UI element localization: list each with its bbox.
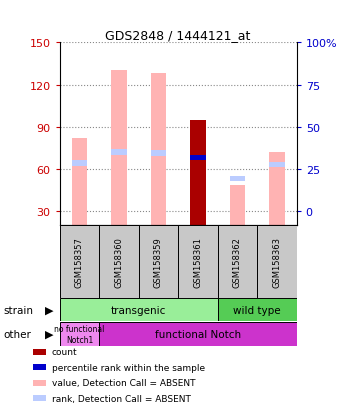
Text: GSM158361: GSM158361 xyxy=(193,237,203,287)
Bar xyxy=(60,226,99,298)
Text: GSM158359: GSM158359 xyxy=(154,237,163,287)
Text: strain: strain xyxy=(3,305,33,315)
Text: GSM158360: GSM158360 xyxy=(115,237,123,287)
Text: no functional
Notch1: no functional Notch1 xyxy=(54,324,105,344)
Bar xyxy=(111,71,127,225)
Bar xyxy=(72,138,87,225)
Bar xyxy=(150,74,166,225)
Bar xyxy=(178,226,218,298)
Text: wild type: wild type xyxy=(233,305,281,315)
Text: rank, Detection Call = ABSENT: rank, Detection Call = ABSENT xyxy=(52,394,191,403)
Text: other: other xyxy=(3,329,31,339)
Bar xyxy=(229,176,245,182)
Bar xyxy=(60,299,218,321)
Bar xyxy=(269,152,285,225)
Bar xyxy=(139,226,178,298)
Bar xyxy=(33,380,46,386)
Text: GSM158357: GSM158357 xyxy=(75,237,84,287)
Bar xyxy=(33,395,46,401)
Bar xyxy=(229,186,245,225)
Bar xyxy=(33,349,46,355)
Text: count: count xyxy=(52,348,77,356)
Bar xyxy=(99,226,139,298)
Title: GDS2848 / 1444121_at: GDS2848 / 1444121_at xyxy=(105,29,251,42)
Bar xyxy=(33,364,46,370)
Bar xyxy=(257,226,297,298)
Bar xyxy=(72,161,87,166)
Text: GSM158363: GSM158363 xyxy=(272,237,281,287)
Text: ▶: ▶ xyxy=(45,329,54,339)
Text: ▶: ▶ xyxy=(45,305,54,315)
Text: percentile rank within the sample: percentile rank within the sample xyxy=(52,363,205,372)
Bar xyxy=(218,226,257,298)
Bar xyxy=(190,120,206,225)
Text: value, Detection Call = ABSENT: value, Detection Call = ABSENT xyxy=(52,378,195,387)
Bar xyxy=(60,322,99,346)
Bar xyxy=(99,322,297,346)
Bar xyxy=(150,151,166,157)
Text: functional Notch: functional Notch xyxy=(155,329,241,339)
Text: GSM158362: GSM158362 xyxy=(233,237,242,287)
Text: transgenic: transgenic xyxy=(111,305,166,315)
Bar xyxy=(269,162,285,168)
Bar xyxy=(190,155,206,161)
Bar xyxy=(218,299,297,321)
Bar xyxy=(111,150,127,155)
